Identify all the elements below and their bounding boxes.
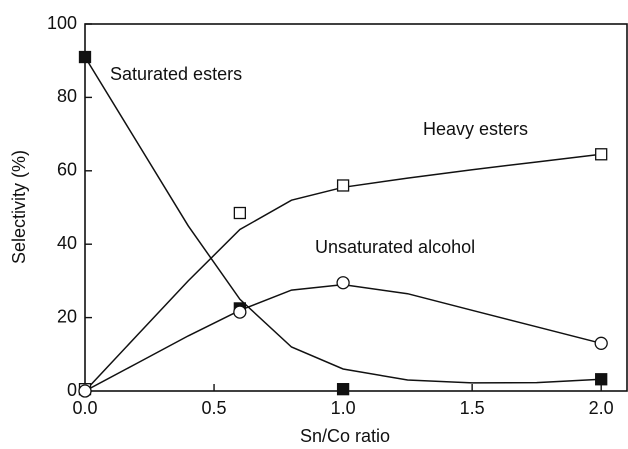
fit-curve — [84, 56, 602, 384]
series-label: Saturated esters — [110, 64, 242, 84]
marker — [336, 383, 350, 396]
series-label: Unsaturated alcohol — [315, 237, 475, 257]
marker — [595, 373, 608, 386]
y-tick-label: 100 — [47, 13, 77, 33]
marker — [78, 384, 92, 398]
x-tick-label: 1.5 — [460, 398, 485, 418]
y-tick-label: 20 — [57, 306, 77, 326]
x-tick-label: 1.0 — [331, 398, 356, 418]
y-tick-label: 60 — [57, 160, 77, 180]
marker — [594, 336, 608, 350]
y-tick-label: 40 — [57, 233, 77, 253]
plot-frame — [84, 23, 628, 392]
y-tick-label: 0 — [67, 380, 77, 400]
fit-curve — [84, 283, 602, 392]
marker — [595, 148, 608, 161]
marker — [336, 276, 350, 290]
y-tick-label: 80 — [57, 86, 77, 106]
marker — [78, 50, 92, 64]
y-axis-label: Selectivity (%) — [9, 150, 29, 264]
x-tick-label: 0.0 — [72, 398, 97, 418]
marker — [336, 179, 350, 192]
x-tick-label: 2.0 — [589, 398, 614, 418]
fit-curve — [84, 153, 602, 392]
series-label: Heavy esters — [423, 119, 528, 139]
marker — [233, 305, 247, 319]
marker — [233, 206, 247, 220]
x-tick-label: 0.5 — [202, 398, 227, 418]
x-axis-label: Sn/Co ratio — [300, 426, 390, 446]
